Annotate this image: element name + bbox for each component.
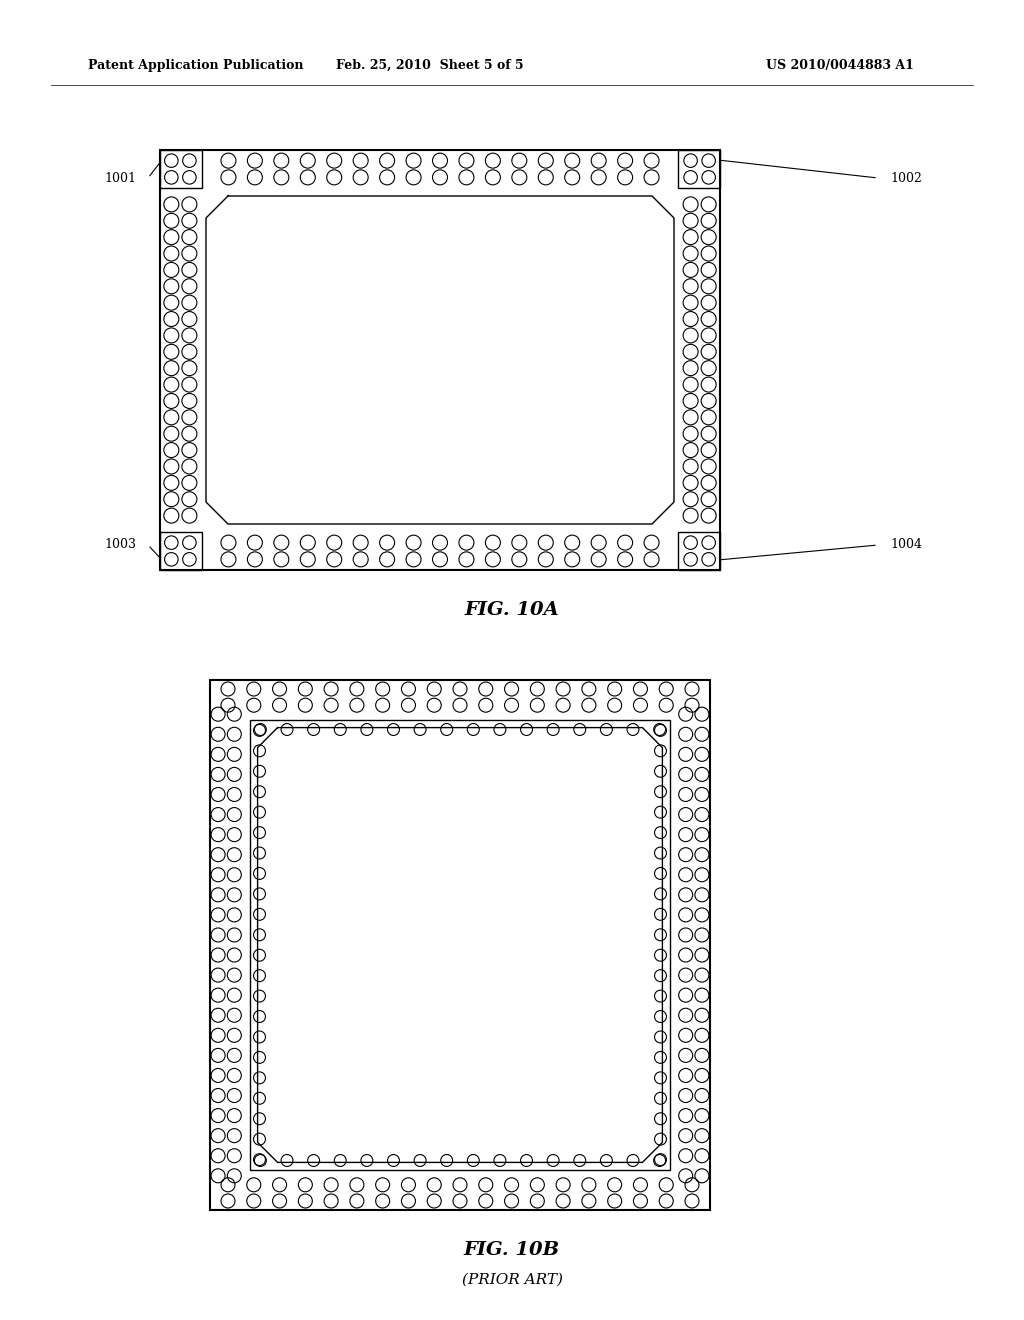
Bar — [250, 719, 671, 1171]
Text: FIG. 10B: FIG. 10B — [464, 1241, 560, 1259]
Bar — [160, 150, 720, 570]
Text: 1004: 1004 — [890, 539, 922, 552]
Bar — [678, 532, 720, 570]
Text: US 2010/0044883 A1: US 2010/0044883 A1 — [766, 58, 914, 71]
Text: Feb. 25, 2010  Sheet 5 of 5: Feb. 25, 2010 Sheet 5 of 5 — [336, 58, 524, 71]
Bar — [160, 532, 202, 570]
Bar — [210, 680, 710, 1210]
Text: Patent Application Publication: Patent Application Publication — [88, 58, 303, 71]
Text: FIG. 10A: FIG. 10A — [465, 601, 559, 619]
Text: 1003: 1003 — [104, 539, 136, 552]
Bar — [160, 150, 202, 187]
Bar — [678, 150, 720, 187]
Text: 1002: 1002 — [890, 172, 922, 185]
Text: 1001: 1001 — [104, 172, 136, 185]
Text: (PRIOR ART): (PRIOR ART) — [462, 1272, 562, 1287]
